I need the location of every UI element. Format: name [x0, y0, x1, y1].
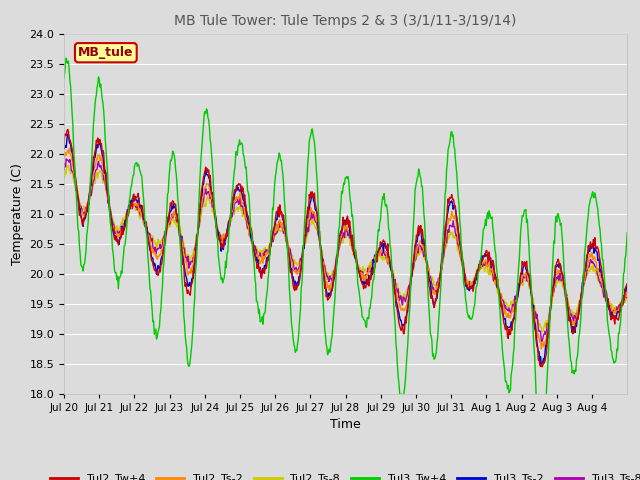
Y-axis label: Temperature (C): Temperature (C)	[11, 163, 24, 264]
Tul2_Ts-2	[127, 206, 134, 212]
Tul3_Ts-8	[60, 167, 68, 173]
Tul3_Ts-2	[127, 198, 134, 204]
Tul3_Tw+4	[623, 229, 631, 235]
Tul3_Ts-2	[64, 131, 72, 137]
Tul2_Ts-2	[230, 196, 238, 202]
Tul3_Ts-2	[280, 217, 287, 223]
Tul2_Tw+4	[230, 188, 238, 193]
Tul2_Ts-2	[623, 285, 631, 291]
Tul2_Ts-8	[538, 328, 546, 334]
Line: Tul3_Ts-8: Tul3_Ts-8	[64, 159, 627, 341]
Tul2_Ts-8	[230, 212, 238, 217]
Tul3_Ts-8	[404, 284, 412, 290]
Tul3_Tw+4	[404, 330, 412, 336]
Text: MB_tule: MB_tule	[78, 46, 134, 59]
Line: Tul3_Tw+4: Tul3_Tw+4	[64, 58, 627, 440]
Tul2_Tw+4	[64, 127, 72, 132]
Tul3_Tw+4	[127, 184, 134, 190]
Tul2_Ts-2	[60, 156, 68, 161]
Tul3_Ts-2	[538, 362, 545, 368]
Tul2_Ts-8	[404, 285, 412, 291]
Tul2_Ts-2	[404, 297, 412, 303]
X-axis label: Time: Time	[330, 418, 361, 431]
Tul3_Tw+4	[259, 314, 266, 320]
Tul2_Ts-8	[60, 175, 68, 181]
Tul3_Tw+4	[230, 168, 238, 174]
Tul2_Ts-8	[127, 201, 134, 207]
Tul3_Ts-2	[623, 281, 631, 287]
Tul2_Ts-2	[280, 227, 287, 233]
Line: Tul2_Ts-8: Tul2_Ts-8	[64, 166, 627, 331]
Tul2_Ts-8	[280, 230, 287, 236]
Tul2_Ts-2	[436, 273, 444, 278]
Line: Tul3_Ts-2: Tul3_Ts-2	[64, 134, 627, 365]
Tul3_Ts-8	[230, 202, 238, 207]
Tul2_Tw+4	[404, 303, 412, 309]
Tul3_Ts-8	[259, 257, 266, 263]
Tul3_Ts-2	[436, 276, 444, 282]
Tul2_Ts-2	[259, 252, 266, 257]
Title: MB Tule Tower: Tule Temps 2 & 3 (3/1/11-3/19/14): MB Tule Tower: Tule Temps 2 & 3 (3/1/11-…	[175, 14, 516, 28]
Tul3_Tw+4	[60, 75, 68, 81]
Tul2_Tw+4	[259, 271, 266, 276]
Tul2_Ts-2	[65, 145, 73, 151]
Tul3_Tw+4	[537, 437, 545, 443]
Tul3_Tw+4	[62, 55, 70, 61]
Tul2_Ts-8	[436, 273, 444, 278]
Tul2_Tw+4	[538, 364, 546, 370]
Tul3_Ts-2	[404, 299, 412, 305]
Tul3_Ts-8	[538, 338, 546, 344]
Tul2_Tw+4	[623, 283, 631, 288]
Tul3_Ts-8	[623, 292, 631, 298]
Tul2_Ts-8	[623, 294, 631, 300]
Tul2_Ts-8	[63, 163, 71, 168]
Tul3_Ts-8	[62, 156, 70, 162]
Tul3_Ts-8	[280, 230, 287, 236]
Tul2_Tw+4	[60, 143, 68, 149]
Line: Tul2_Tw+4: Tul2_Tw+4	[64, 130, 627, 367]
Line: Tul2_Ts-2: Tul2_Ts-2	[64, 148, 627, 348]
Tul3_Ts-8	[127, 204, 134, 210]
Tul2_Tw+4	[436, 274, 444, 279]
Tul2_Tw+4	[127, 201, 134, 206]
Tul2_Tw+4	[280, 212, 287, 218]
Tul2_Ts-2	[538, 346, 545, 351]
Tul3_Ts-8	[436, 274, 444, 279]
Tul3_Ts-2	[230, 193, 238, 199]
Legend: Tul2_Tw+4, Tul2_Ts-2, Tul2_Ts-8, Tul3_Tw+4, Tul3_Ts-2, Tul3_Ts-8: Tul2_Tw+4, Tul2_Ts-2, Tul2_Ts-8, Tul3_Tw…	[45, 469, 640, 480]
Tul3_Tw+4	[436, 298, 444, 303]
Tul2_Ts-8	[259, 248, 266, 253]
Tul3_Ts-2	[259, 266, 266, 272]
Tul3_Ts-2	[60, 146, 68, 152]
Tul3_Tw+4	[280, 181, 287, 187]
